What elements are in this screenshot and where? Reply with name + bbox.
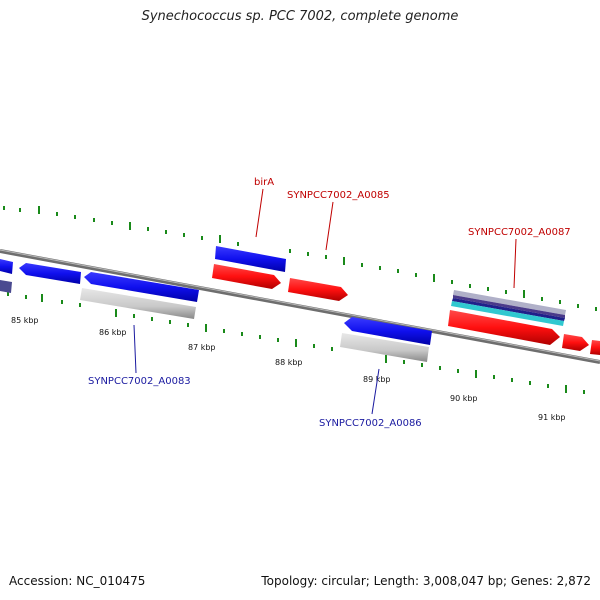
gene-arrow-reverse[interactable] <box>215 246 286 272</box>
gene-arrow-forward[interactable] <box>590 340 600 355</box>
gene-arrow-reverse[interactable] <box>19 263 81 284</box>
gene-label-a0085[interactable]: SYNPCC7002_A0085 <box>287 190 390 201</box>
genome-backbone <box>0 249 600 364</box>
kbp-label: 85 kbp <box>11 316 39 325</box>
cds-features <box>80 288 429 362</box>
label-leaders <box>133 188 517 415</box>
feature-band-grey[interactable] <box>453 290 566 315</box>
kbp-label: 89 kbp <box>363 375 391 384</box>
gene-label-a0083[interactable]: SYNPCC7002_A0083 <box>88 376 191 387</box>
kbp-label: 87 kbp <box>188 343 216 352</box>
kbp-label: 88 kbp <box>275 358 303 367</box>
topology-text: Topology: circular; Length: 3,008,047 bp… <box>261 574 591 588</box>
gene-arrow-reverse-dark[interactable] <box>0 280 12 293</box>
gene-label-birA[interactable]: birA <box>254 177 274 188</box>
outer-tick-ring <box>3 206 597 311</box>
kbp-label: 91 kbp <box>538 413 566 422</box>
gene-arrow-forward[interactable] <box>562 334 589 351</box>
forward-genes <box>212 264 600 355</box>
gene-labels: birA SYNPCC7002_A0085 SYNPCC7002_A0087 S… <box>88 177 571 429</box>
gene-arrow-forward[interactable] <box>288 278 348 301</box>
map-title: Synechococcus sp. PCC 7002, complete gen… <box>141 9 459 24</box>
kbp-labels: 85 kbp 86 kbp 87 kbp 88 kbp 89 kbp 90 kb… <box>11 316 566 422</box>
reverse-genes <box>0 246 432 345</box>
gene-arrow-reverse[interactable] <box>84 272 199 302</box>
cds-feature[interactable] <box>340 333 429 362</box>
accession-text: Accession: NC_010475 <box>9 574 146 588</box>
gene-arrow-reverse[interactable] <box>0 259 13 274</box>
feature-stack-a0087 <box>451 290 566 326</box>
feature-band-purple[interactable] <box>453 295 565 318</box>
gene-label-a0086[interactable]: SYNPCC7002_A0086 <box>319 418 422 429</box>
feature-band-cyan[interactable] <box>451 301 564 326</box>
inner-tick-ring <box>7 292 585 394</box>
feature-band-navy[interactable] <box>452 298 565 321</box>
gene-arrow-reverse[interactable] <box>344 317 432 345</box>
gene-label-a0087[interactable]: SYNPCC7002_A0087 <box>468 227 571 238</box>
gene-arrow-forward[interactable] <box>212 264 281 289</box>
kbp-label: 86 kbp <box>99 328 127 337</box>
gene-arrow-forward[interactable] <box>448 310 560 345</box>
cds-feature[interactable] <box>80 288 196 319</box>
kbp-label: 90 kbp <box>450 394 478 403</box>
